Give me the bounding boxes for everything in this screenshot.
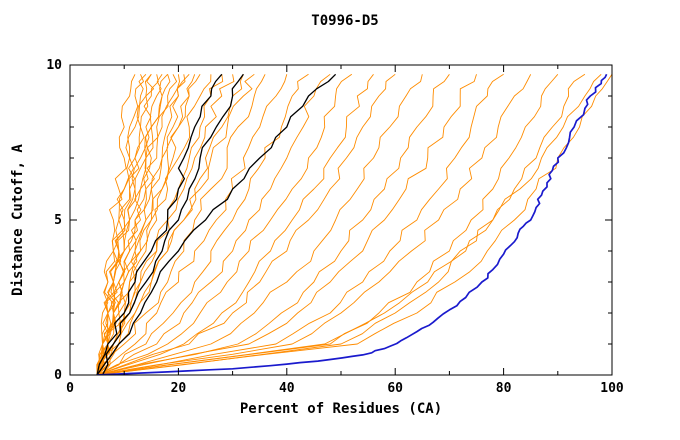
model-09-curve: [96, 73, 168, 375]
model-29-curve: [96, 74, 450, 375]
x-tick-label: 40: [279, 381, 295, 396]
highlight-3-curve: [96, 73, 337, 375]
model-26-curve: [96, 74, 374, 375]
x-axis-label: Percent of Residues (CA): [240, 401, 442, 417]
model-28-curve: [96, 74, 423, 375]
model-20-curve: [96, 73, 255, 375]
x-tick-label: 60: [387, 381, 403, 396]
model-24-curve: [96, 73, 331, 375]
model-10-curve: [96, 74, 178, 375]
model-27-curve: [96, 73, 396, 375]
model-30-curve: [97, 74, 477, 375]
model-32-curve: [97, 74, 532, 375]
model-03-curve: [96, 73, 147, 375]
tick-labels: 0 20 40 60 80 100 0 5 10: [46, 58, 624, 396]
y-tick-label: 10: [46, 58, 62, 73]
model-33-curve: [97, 74, 559, 375]
axes-frame: [69, 64, 613, 376]
model-11-curve: [96, 74, 180, 375]
highlight-2-curve: [101, 73, 244, 375]
model-15-curve: [96, 74, 201, 375]
highlight-1-curve: [96, 73, 223, 375]
x-tick-label: 0: [66, 381, 74, 396]
x-tick-label: 80: [496, 381, 512, 396]
chart-title: T0996-D5: [311, 13, 378, 29]
reference-blue-curve: [97, 73, 608, 375]
y-tick-label: 0: [54, 368, 62, 383]
x-tick-label: 20: [171, 381, 187, 396]
curves-layer: [96, 73, 612, 375]
x-tick-label: 100: [600, 381, 624, 396]
model-16-curve: [96, 74, 212, 375]
model-31-curve: [97, 73, 504, 375]
model-36-curve: [97, 73, 602, 375]
model-21-curve: [96, 74, 266, 375]
y-tick-label: 5: [54, 213, 62, 228]
model-22-curve: [96, 74, 288, 375]
y-axis-label: Distance Cutoff, A: [10, 144, 26, 296]
model-01-curve: [96, 74, 136, 375]
model-25-curve: [96, 73, 353, 375]
model-23-curve: [96, 73, 309, 375]
